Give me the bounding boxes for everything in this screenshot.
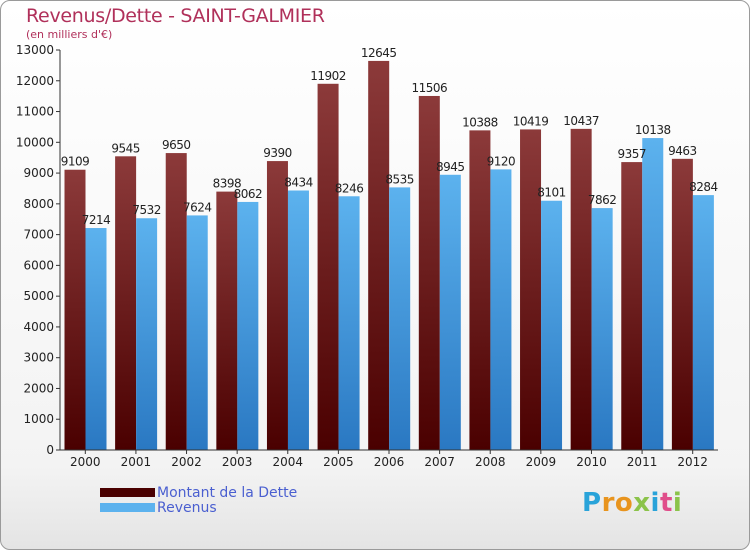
data-label-revenue-2001: 7532 — [132, 203, 161, 217]
chart-title: Revenus/Dette - SAINT-GALMIER — [26, 5, 325, 27]
bar-debt-2009 — [520, 129, 542, 450]
bar-revenue-2011 — [642, 138, 664, 451]
bar-revenue-2003 — [237, 201, 259, 450]
bar-revenue-2008 — [490, 169, 512, 450]
data-label-debt-2005: 11902 — [310, 69, 346, 83]
data-label-debt-2012: 9463 — [668, 144, 697, 158]
data-label-debt-2001: 9545 — [111, 141, 140, 155]
y-tick-label: 4000 — [23, 320, 54, 334]
logo-letter: r — [601, 488, 615, 518]
data-label-debt-2009: 10419 — [513, 114, 549, 128]
y-tick-label: 2000 — [23, 381, 54, 395]
bar-debt-2012 — [671, 158, 693, 451]
data-label-revenue-2010: 7862 — [588, 193, 617, 207]
legend-item-revenue: Revenus — [100, 499, 297, 516]
data-label-debt-2000: 9109 — [61, 155, 90, 169]
bar-revenue-2012 — [692, 195, 714, 450]
legend-swatch-debt — [100, 488, 155, 497]
bar-debt-2002 — [165, 153, 187, 451]
x-tick-label: 2006 — [374, 455, 405, 469]
data-label-debt-2003: 8398 — [213, 177, 242, 191]
x-tick-label: 2009 — [526, 455, 557, 469]
x-tick-label: 2012 — [677, 455, 708, 469]
data-label-debt-2002: 9650 — [162, 138, 191, 152]
bar-revenue-2005 — [338, 196, 360, 450]
y-tick-label: 6000 — [23, 258, 54, 272]
y-tick-label: 8000 — [23, 197, 54, 211]
bar-revenue-2001 — [136, 218, 158, 450]
data-label-revenue-2000: 7214 — [82, 213, 111, 227]
x-tick-label: 2010 — [576, 455, 607, 469]
y-tick-label: 12000 — [16, 74, 54, 88]
data-label-debt-2010: 10437 — [563, 114, 599, 128]
legend: Montant de la Dette Revenus — [100, 484, 298, 516]
y-tick-label: 9000 — [23, 166, 54, 180]
bar-debt-2001 — [115, 156, 137, 451]
data-label-revenue-2007: 8945 — [436, 160, 465, 174]
bar-debt-2004 — [266, 161, 288, 451]
bar-debt-2007 — [418, 95, 440, 450]
legend-swatch-revenue — [100, 503, 155, 512]
data-label-debt-2004: 9390 — [263, 146, 292, 160]
bar-revenue-2010 — [591, 208, 613, 450]
y-tick-label: 11000 — [16, 105, 54, 119]
y-tick-label: 5000 — [23, 289, 54, 303]
data-label-debt-2007: 11506 — [411, 81, 447, 95]
bar-revenue-2002 — [186, 215, 208, 450]
y-tick-label: 7000 — [23, 228, 54, 242]
data-label-debt-2006: 12645 — [361, 46, 397, 60]
data-label-revenue-2011: 10138 — [635, 123, 671, 137]
legend-label-debt: Montant de la Dette — [157, 484, 298, 501]
bar-debt-2010 — [570, 128, 592, 450]
bar-debt-2003 — [216, 191, 238, 450]
bar-debt-2008 — [469, 130, 491, 450]
data-label-revenue-2003: 8062 — [234, 187, 263, 201]
y-tick-label: 10000 — [16, 135, 54, 149]
logo-letter: x — [633, 488, 651, 518]
proxiti-logo: Proxiti — [582, 488, 682, 518]
bar-debt-2006 — [368, 60, 390, 451]
bar-debt-2011 — [621, 162, 643, 451]
logo-letter: i — [650, 488, 660, 518]
x-tick-label: 2004 — [272, 455, 303, 469]
data-label-revenue-2006: 8535 — [385, 172, 414, 186]
x-tick-label: 2000 — [70, 455, 101, 469]
data-label-revenue-2008: 9120 — [487, 154, 516, 168]
x-tick-label: 2001 — [121, 455, 152, 469]
x-tick-label: 2011 — [627, 455, 658, 469]
logo-letter: i — [672, 488, 683, 518]
bar-revenue-2004 — [287, 190, 309, 450]
legend-label-revenue: Revenus — [157, 499, 217, 516]
legend-item-debt: Montant de la Dette — [100, 484, 298, 501]
data-label-revenue-2012: 8284 — [689, 180, 718, 194]
y-tick-label: 1000 — [23, 412, 54, 426]
bar-debt-2005 — [317, 83, 339, 451]
data-label-revenue-2002: 7624 — [183, 200, 212, 214]
x-tick-label: 2005 — [323, 455, 354, 469]
bar-revenue-2007 — [439, 174, 461, 450]
x-tick-label: 2003 — [222, 455, 253, 469]
logo-letter: o — [614, 488, 634, 518]
data-label-revenue-2004: 8434 — [284, 175, 313, 189]
bar-debt-2000 — [64, 169, 86, 450]
data-label-debt-2008: 10388 — [462, 115, 498, 129]
y-tick-label: 3000 — [23, 351, 54, 365]
data-label-revenue-2009: 8101 — [537, 186, 566, 200]
data-label-debt-2011: 9357 — [617, 147, 646, 161]
logo-letter: P — [582, 488, 602, 518]
bar-revenue-2009 — [541, 200, 563, 450]
data-label-revenue-2005: 8246 — [335, 181, 364, 195]
bar-revenue-2000 — [85, 228, 107, 450]
x-tick-label: 2007 — [424, 455, 455, 469]
chart-subtitle: (en milliers d'€) — [26, 28, 113, 41]
x-tick-label: 2008 — [475, 455, 506, 469]
y-tick-label: 13000 — [16, 43, 54, 57]
logo-letter: t — [659, 488, 673, 518]
x-tick-label: 2002 — [171, 455, 202, 469]
y-tick-label: 0 — [46, 443, 54, 457]
bar-revenue-2006 — [389, 187, 411, 450]
